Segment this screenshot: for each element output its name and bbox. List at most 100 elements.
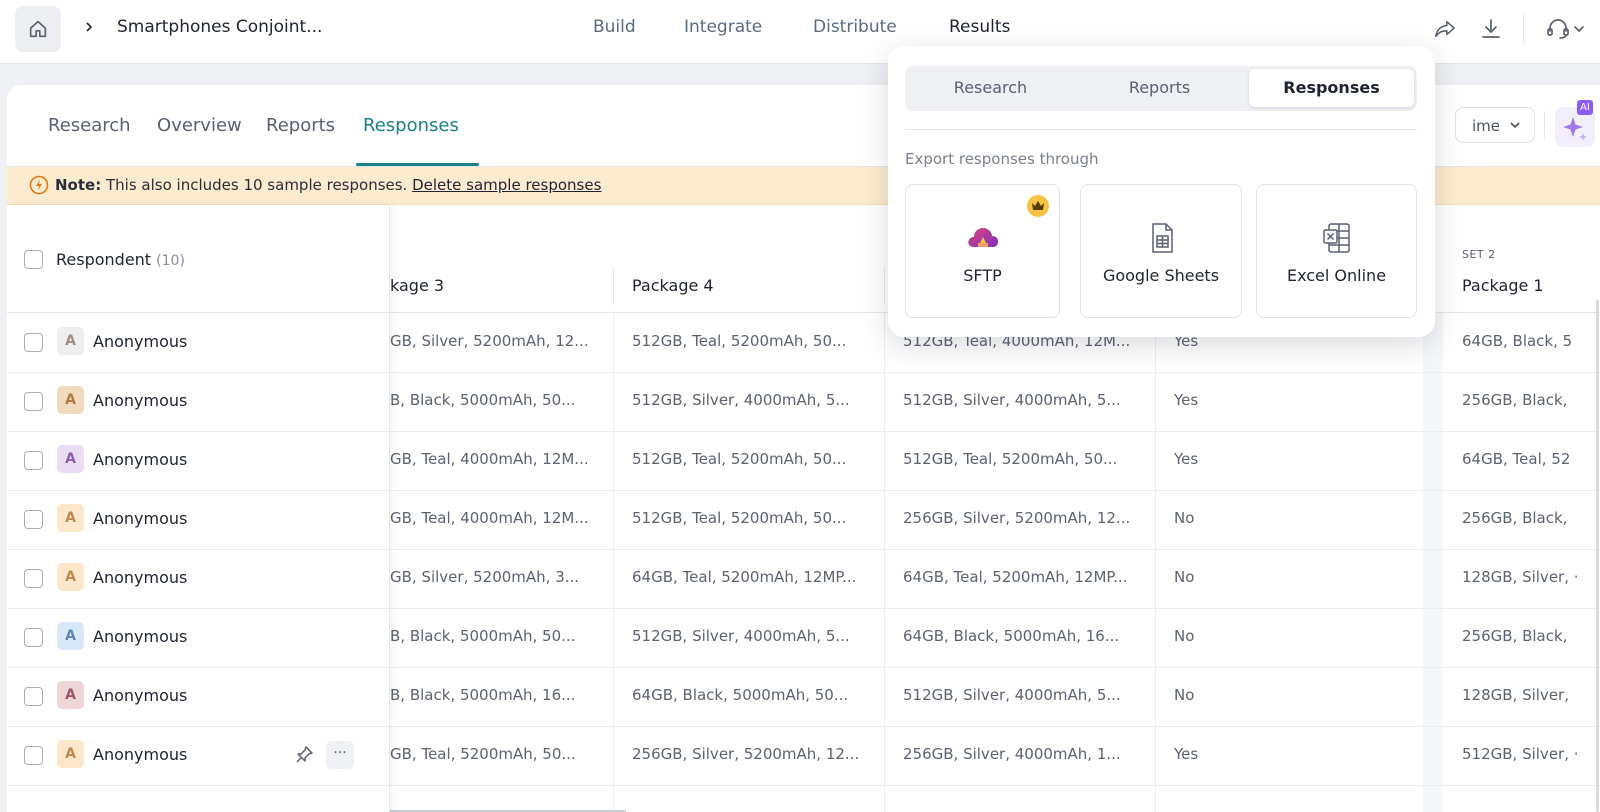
respondent-row[interactable]: A Anonymous (7, 431, 390, 491)
table-cell: B, Black, 5000mAh, 16... (390, 686, 576, 704)
table-cell: Yes (1174, 745, 1199, 763)
time-filter-dropdown[interactable]: ime (1455, 107, 1535, 143)
export-scope-tabs: Research Reports Responses (905, 66, 1417, 111)
table-cell: Yes (1174, 391, 1199, 409)
table-cell: 512GB, Teal, 5200mAh, 50... (632, 509, 847, 527)
table-cell: 512GB, Silver, · (1462, 745, 1579, 763)
avatar: A (57, 681, 84, 709)
horizontal-scrollbar[interactable] (228, 810, 626, 812)
nav-distribute[interactable]: Distribute (813, 17, 897, 37)
table-row[interactable]: GB, Teal, 5200mAh, 50... 256GB, Silver, 5… (390, 726, 1600, 786)
project-title[interactable]: Smartphones Conjoint... (117, 17, 323, 37)
popover-divider (905, 129, 1417, 130)
respondent-row[interactable]: A Anonymous (7, 667, 390, 727)
column-header-package-3[interactable]: kage 3 (390, 276, 445, 295)
respondent-row[interactable]: A Anonymous (7, 608, 390, 668)
row-checkbox[interactable] (24, 569, 43, 588)
subtab-responses[interactable]: Responses (363, 115, 459, 136)
table-cell: GB, Teal, 4000mAh, 12M... (390, 509, 589, 527)
google-sheets-label: Google Sheets (1102, 266, 1220, 285)
table-cell: 256GB, Black, (1462, 509, 1568, 527)
respondent-header-label: Respondent (10) (56, 250, 185, 269)
table-row[interactable]: B, Black, 5000mAh, 16... 64GB, Black, 500… (390, 667, 1600, 727)
table-cell: No (1174, 509, 1195, 527)
respondent-row[interactable]: A Anonymous ··· (7, 726, 390, 786)
table-cell: 256GB, Silver, 5200mAh, 12... (632, 745, 860, 763)
column-header-set2-package-1[interactable]: Package 1 (1462, 276, 1544, 295)
subtab-research[interactable]: Research (48, 115, 131, 136)
table-cell: 256GB, Silver, 5200mAh, 12... (903, 509, 1131, 527)
row-checkbox[interactable] (24, 333, 43, 352)
column-line (613, 313, 614, 812)
row-checkbox[interactable] (24, 687, 43, 706)
export-tab-responses[interactable]: Responses (1249, 69, 1414, 107)
table-cell: 512GB, Silver, 4000mAh, 5... (632, 391, 850, 409)
home-button[interactable] (15, 6, 61, 52)
respondent-name: Anonymous (93, 391, 188, 410)
table-cell: 64GB, Teal, 52 (1462, 450, 1571, 468)
export-option-google-sheets[interactable]: Google Sheets (1080, 184, 1242, 318)
top-bar: Smartphones Conjoint... Build Integrate … (0, 0, 1600, 64)
avatar: A (57, 445, 84, 473)
share-icon[interactable] (1432, 16, 1458, 42)
row-checkbox[interactable] (24, 392, 43, 411)
table-cell: 128GB, Silver, (1462, 686, 1569, 704)
table-cell: 512GB, Silver, 4000mAh, 5... (903, 686, 1121, 704)
row-checkbox[interactable] (24, 451, 43, 470)
respondent-header: Respondent (10) (7, 205, 390, 313)
download-icon[interactable] (1478, 16, 1504, 42)
table-cell: GB, Teal, 5200mAh, 50... (390, 745, 576, 763)
respondent-row[interactable]: A Anonymous (7, 313, 390, 373)
table-cell: No (1174, 627, 1195, 645)
toolbar-divider (1544, 111, 1545, 139)
row-more-button[interactable]: ··· (326, 741, 354, 769)
nav-results[interactable]: Results (949, 17, 1011, 37)
export-tab-research[interactable]: Research (953, 78, 1028, 97)
sparkle-icon (1563, 117, 1587, 141)
export-option-sftp[interactable]: SFTP (905, 184, 1060, 318)
table-cell: GB, Teal, 4000mAh, 12M... (390, 450, 589, 468)
table-cell: B, Black, 5000mAh, 50... (390, 391, 576, 409)
pin-icon[interactable] (293, 744, 315, 766)
subtab-reports[interactable]: Reports (266, 115, 336, 136)
select-all-checkbox[interactable] (24, 250, 43, 269)
respondent-row[interactable]: A Anonymous (7, 372, 390, 432)
export-option-excel-online[interactable]: Excel Online (1256, 184, 1417, 318)
table-row[interactable]: GB, Teal, 4000mAh, 12M... 512GB, Teal, 52… (390, 490, 1600, 550)
respondent-header-text: Respondent (56, 250, 152, 269)
avatar: A (57, 504, 84, 532)
avatar: A (57, 622, 84, 650)
vertical-scrollbar[interactable] (1596, 300, 1599, 812)
respondent-row[interactable]: A Anonymous (7, 490, 390, 550)
respondent-name: Anonymous (93, 568, 188, 587)
nav-integrate[interactable]: Integrate (684, 17, 763, 37)
row-checkbox[interactable] (24, 510, 43, 529)
column-header-package-4[interactable]: Package 4 (632, 276, 714, 295)
row-checkbox[interactable] (24, 628, 43, 647)
table-row[interactable]: GB, Silver, 5200mAh, 3... 64GB, Teal, 520… (390, 549, 1600, 609)
support-headset-icon[interactable] (1545, 16, 1585, 42)
nav-build[interactable]: Build (593, 17, 636, 37)
row-checkbox[interactable] (24, 746, 43, 765)
table-cell: 64GB, Black, 5 (1462, 332, 1573, 350)
sftp-label: SFTP (963, 266, 1002, 285)
responses-grid[interactable]: SET 2 kage 3 Package 4 Package 1 GB, Sil… (390, 205, 1600, 812)
table-cell: Yes (1174, 450, 1199, 468)
delete-sample-responses-link[interactable]: Delete sample responses (412, 176, 602, 194)
table-row[interactable]: B, Black, 5000mAh, 50... 512GB, Silver, 4… (390, 608, 1600, 668)
table-cell: 64GB, Teal, 5200mAh, 12MP... (632, 568, 857, 586)
table-row[interactable]: GB, Teal, 4000mAh, 12M... 512GB, Teal, 52… (390, 431, 1600, 491)
excel-icon (1323, 223, 1350, 253)
table-cell: B, Black, 5000mAh, 50... (390, 627, 576, 645)
table-row[interactable]: B, Black, 5000mAh, 50... 512GB, Silver, 4… (390, 372, 1600, 432)
export-tab-reports[interactable]: Reports (1128, 78, 1191, 97)
respondent-row[interactable]: A Anonymous (7, 549, 390, 609)
results-subtabs: Research Overview Reports Responses ime … (7, 85, 1600, 167)
active-tab-indicator (356, 163, 479, 166)
subtab-overview[interactable]: Overview (157, 115, 242, 136)
export-popover: Research Reports Responses Export respon… (888, 46, 1435, 337)
note-message: This also includes 10 sample responses. (105, 176, 408, 194)
table-cell: GB, Silver, 5200mAh, 3... (390, 568, 580, 586)
avatar: A (57, 327, 84, 355)
table-cell: 256GB, Black, (1462, 391, 1568, 409)
